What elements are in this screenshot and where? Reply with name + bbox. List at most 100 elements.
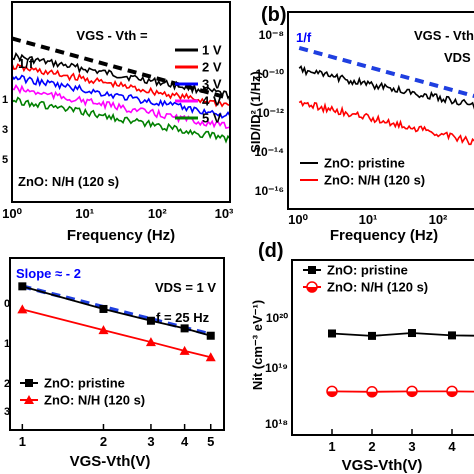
- panel-a-legend-entry-4: 5 V: [175, 111, 222, 126]
- panel-a-series-3: [11, 84, 231, 130]
- panel-d-y-tick-1: 10¹⁹: [265, 361, 288, 375]
- panel-c-legend-entry-1: ZnO: N/H (120 s): [20, 393, 145, 408]
- panel-a-legend-label-0: 1 V: [202, 43, 222, 58]
- panel-c-x-tick-4: 5: [207, 434, 214, 449]
- panel-c-x-ticks: 1 2 3 4 5: [19, 424, 214, 449]
- panel-d-series-0-point-0: [328, 329, 336, 338]
- panel-b-x-label: Frequency (Hz): [330, 227, 438, 244]
- panel-d-legend-entry-1: ZnO: N/H (120 s): [303, 280, 428, 295]
- panel-c-legend: ZnO: pristine ZnO: N/H (120 s): [20, 376, 145, 408]
- panel-c-y-tick-2: 2: [4, 378, 10, 390]
- panel-b: (b) 10⁻⁸ 10⁻¹⁰ 10⁻¹² 10⁻¹⁴ 10⁻¹⁶ 10⁰ 10¹…: [248, 4, 474, 244]
- panel-c-legend-entry-0-label: ZnO: pristine: [44, 376, 125, 391]
- panel-a-reference-line: [11, 36, 231, 101]
- panel-d-label: (d): [258, 240, 284, 262]
- panel-a-y-tick-0: 1: [2, 94, 8, 106]
- panel-a-x-tick-3: 10³: [215, 206, 234, 221]
- panel-c-series-0-point-3: [180, 324, 189, 333]
- panel-a-legend-label-2: 3 V: [202, 77, 222, 92]
- panel-a-series-0: [11, 52, 231, 100]
- panel-b-series: [298, 46, 474, 146]
- panel-c-annotation-slope: Slope ≈ - 2: [16, 266, 81, 281]
- panel-b-legend-title: VGS - Vth =: [414, 28, 474, 43]
- panel-a-series: [11, 36, 231, 144]
- panel-a-annotation-1f: 1/f: [18, 56, 34, 71]
- panel-c-y-tick-3: 3: [4, 406, 10, 418]
- panel-d-series-0-point-2: [408, 329, 416, 338]
- panel-b-legend: ZnO: pristine ZnO: N/H (120 s): [300, 156, 425, 188]
- panel-b-legend-entry-1: ZnO: N/H (120 s): [300, 173, 425, 188]
- panel-d-x-tick-4: 4: [448, 439, 456, 454]
- panel-b-legend-entry-1-label: ZnO: N/H (120 s): [324, 173, 425, 188]
- panel-a-y-tick-1: 3: [2, 124, 8, 136]
- panel-c-series-1-point-0: [17, 304, 28, 314]
- panel-c-x-tick-2: 3: [147, 434, 154, 449]
- panel-c-series-0-point-0: [18, 282, 27, 291]
- panel-a-legend-title: VGS - Vth =: [76, 28, 148, 43]
- panel-a-legend-label-1: 2 V: [202, 60, 222, 75]
- panel-b-y-label: SID/ID² (1/Hz): [248, 71, 263, 153]
- panel-a-y-tick-2: 5: [2, 154, 8, 166]
- panel-d-series: [326, 329, 474, 398]
- panel-b-y-tick-0: 10⁻⁸: [259, 28, 284, 42]
- panel-d-y-tick-0: 10²⁰: [266, 311, 288, 325]
- panel-b-x-tick-2: 10²: [429, 212, 448, 227]
- panel-b-x-tick-0: 10⁰: [288, 212, 308, 227]
- panel-d-y-tick-2: 10¹⁸: [265, 417, 288, 431]
- panel-b-label: (b): [261, 4, 287, 26]
- panel-d-frame: [291, 259, 474, 436]
- panel-d-legend-entry-0-label: ZnO: pristine: [327, 263, 408, 278]
- panel-b-y-tick-1: 10⁻¹⁰: [256, 67, 285, 81]
- panel-b-series-0: [298, 65, 474, 110]
- panel-b-reference-line: [298, 46, 474, 99]
- panel-b-series-1: [298, 100, 474, 146]
- panel-a-legend: 1 V 2 V 3 V 4 V 5 V: [175, 43, 222, 126]
- panel-d-legend-entry-0: ZnO: pristine: [303, 263, 408, 278]
- panel-d-x-tick-3: 3: [408, 439, 415, 454]
- panel-c-series-0-point-2: [146, 316, 155, 325]
- panel-d-x-label: VGS-Vth(V): [342, 457, 423, 474]
- panel-c-x-label: VGS-Vth(V): [70, 453, 151, 470]
- panel-d-legend-entry-1-label: ZnO: N/H (120 s): [327, 280, 428, 295]
- panel-d-series-0-point-3: [448, 331, 456, 340]
- panel-b-legend-entry-0-label: ZnO: pristine: [324, 156, 405, 171]
- panel-a-x-tick-0: 10⁰: [2, 206, 22, 221]
- panel-c-series: [17, 282, 216, 362]
- panel-b-y-tick-4: 10⁻¹⁶: [255, 184, 284, 198]
- panel-a-series-1: [11, 63, 231, 108]
- panel-b-y-tick-2: 10⁻¹²: [256, 106, 284, 120]
- panel-c-legend-entry-1-label: ZnO: N/H (120 s): [44, 393, 145, 408]
- panel-a-legend-entry-1: 2 V: [175, 60, 222, 75]
- panel-c-frame: [9, 257, 225, 431]
- panel-b-condition: VDS =: [444, 50, 474, 65]
- panel-d-series-1-point-0: [326, 385, 338, 398]
- panel-c-series-1-point-4: [205, 352, 216, 362]
- panel-d-series-1-point-1: [366, 386, 378, 398]
- panel-a-legend-entry-0: 1 V: [175, 43, 222, 58]
- panel-a-series-2: [11, 74, 231, 119]
- panel-c-annotation-vds: VDS = 1 V: [155, 280, 216, 295]
- panel-b-annotation-1f: 1/f: [296, 30, 312, 45]
- panel-b-legend-entry-0: ZnO: pristine: [300, 156, 405, 171]
- panel-b-y-tick-3: 10⁻¹⁴: [254, 145, 284, 159]
- panel-c-x-tick-1: 2: [100, 434, 107, 449]
- panel-d-x-tick-1: 1: [328, 439, 335, 454]
- panel-c-y-tick-1: 1: [4, 338, 10, 350]
- panel-a-series-4: [11, 96, 231, 144]
- panel-c-series-1-point-1: [98, 325, 109, 335]
- panel-b-frame: [287, 11, 474, 210]
- panel-b-x-tick-1: 10¹: [359, 212, 378, 227]
- panel-c-legend-entry-0: ZnO: pristine: [20, 376, 125, 391]
- panel-d-series-0-point-1: [368, 331, 376, 340]
- panel-d-x-tick-2: 2: [368, 439, 375, 454]
- panel-c-x-tick-3: 4: [181, 434, 189, 449]
- panel-d-y-label: Nit (cm⁻³ eV⁻¹): [250, 300, 265, 390]
- panel-a-axes: [11, 1, 231, 203]
- panel-a-legend-label-3: 4 V: [202, 94, 222, 109]
- panel-a: 1 3 5 10⁰ 10¹ 10² 10³ Frequency (Hz) VGS…: [2, 1, 234, 244]
- panel-a-x-tick-2: 10²: [148, 206, 167, 221]
- panel-c-series-0-point-4: [206, 331, 215, 340]
